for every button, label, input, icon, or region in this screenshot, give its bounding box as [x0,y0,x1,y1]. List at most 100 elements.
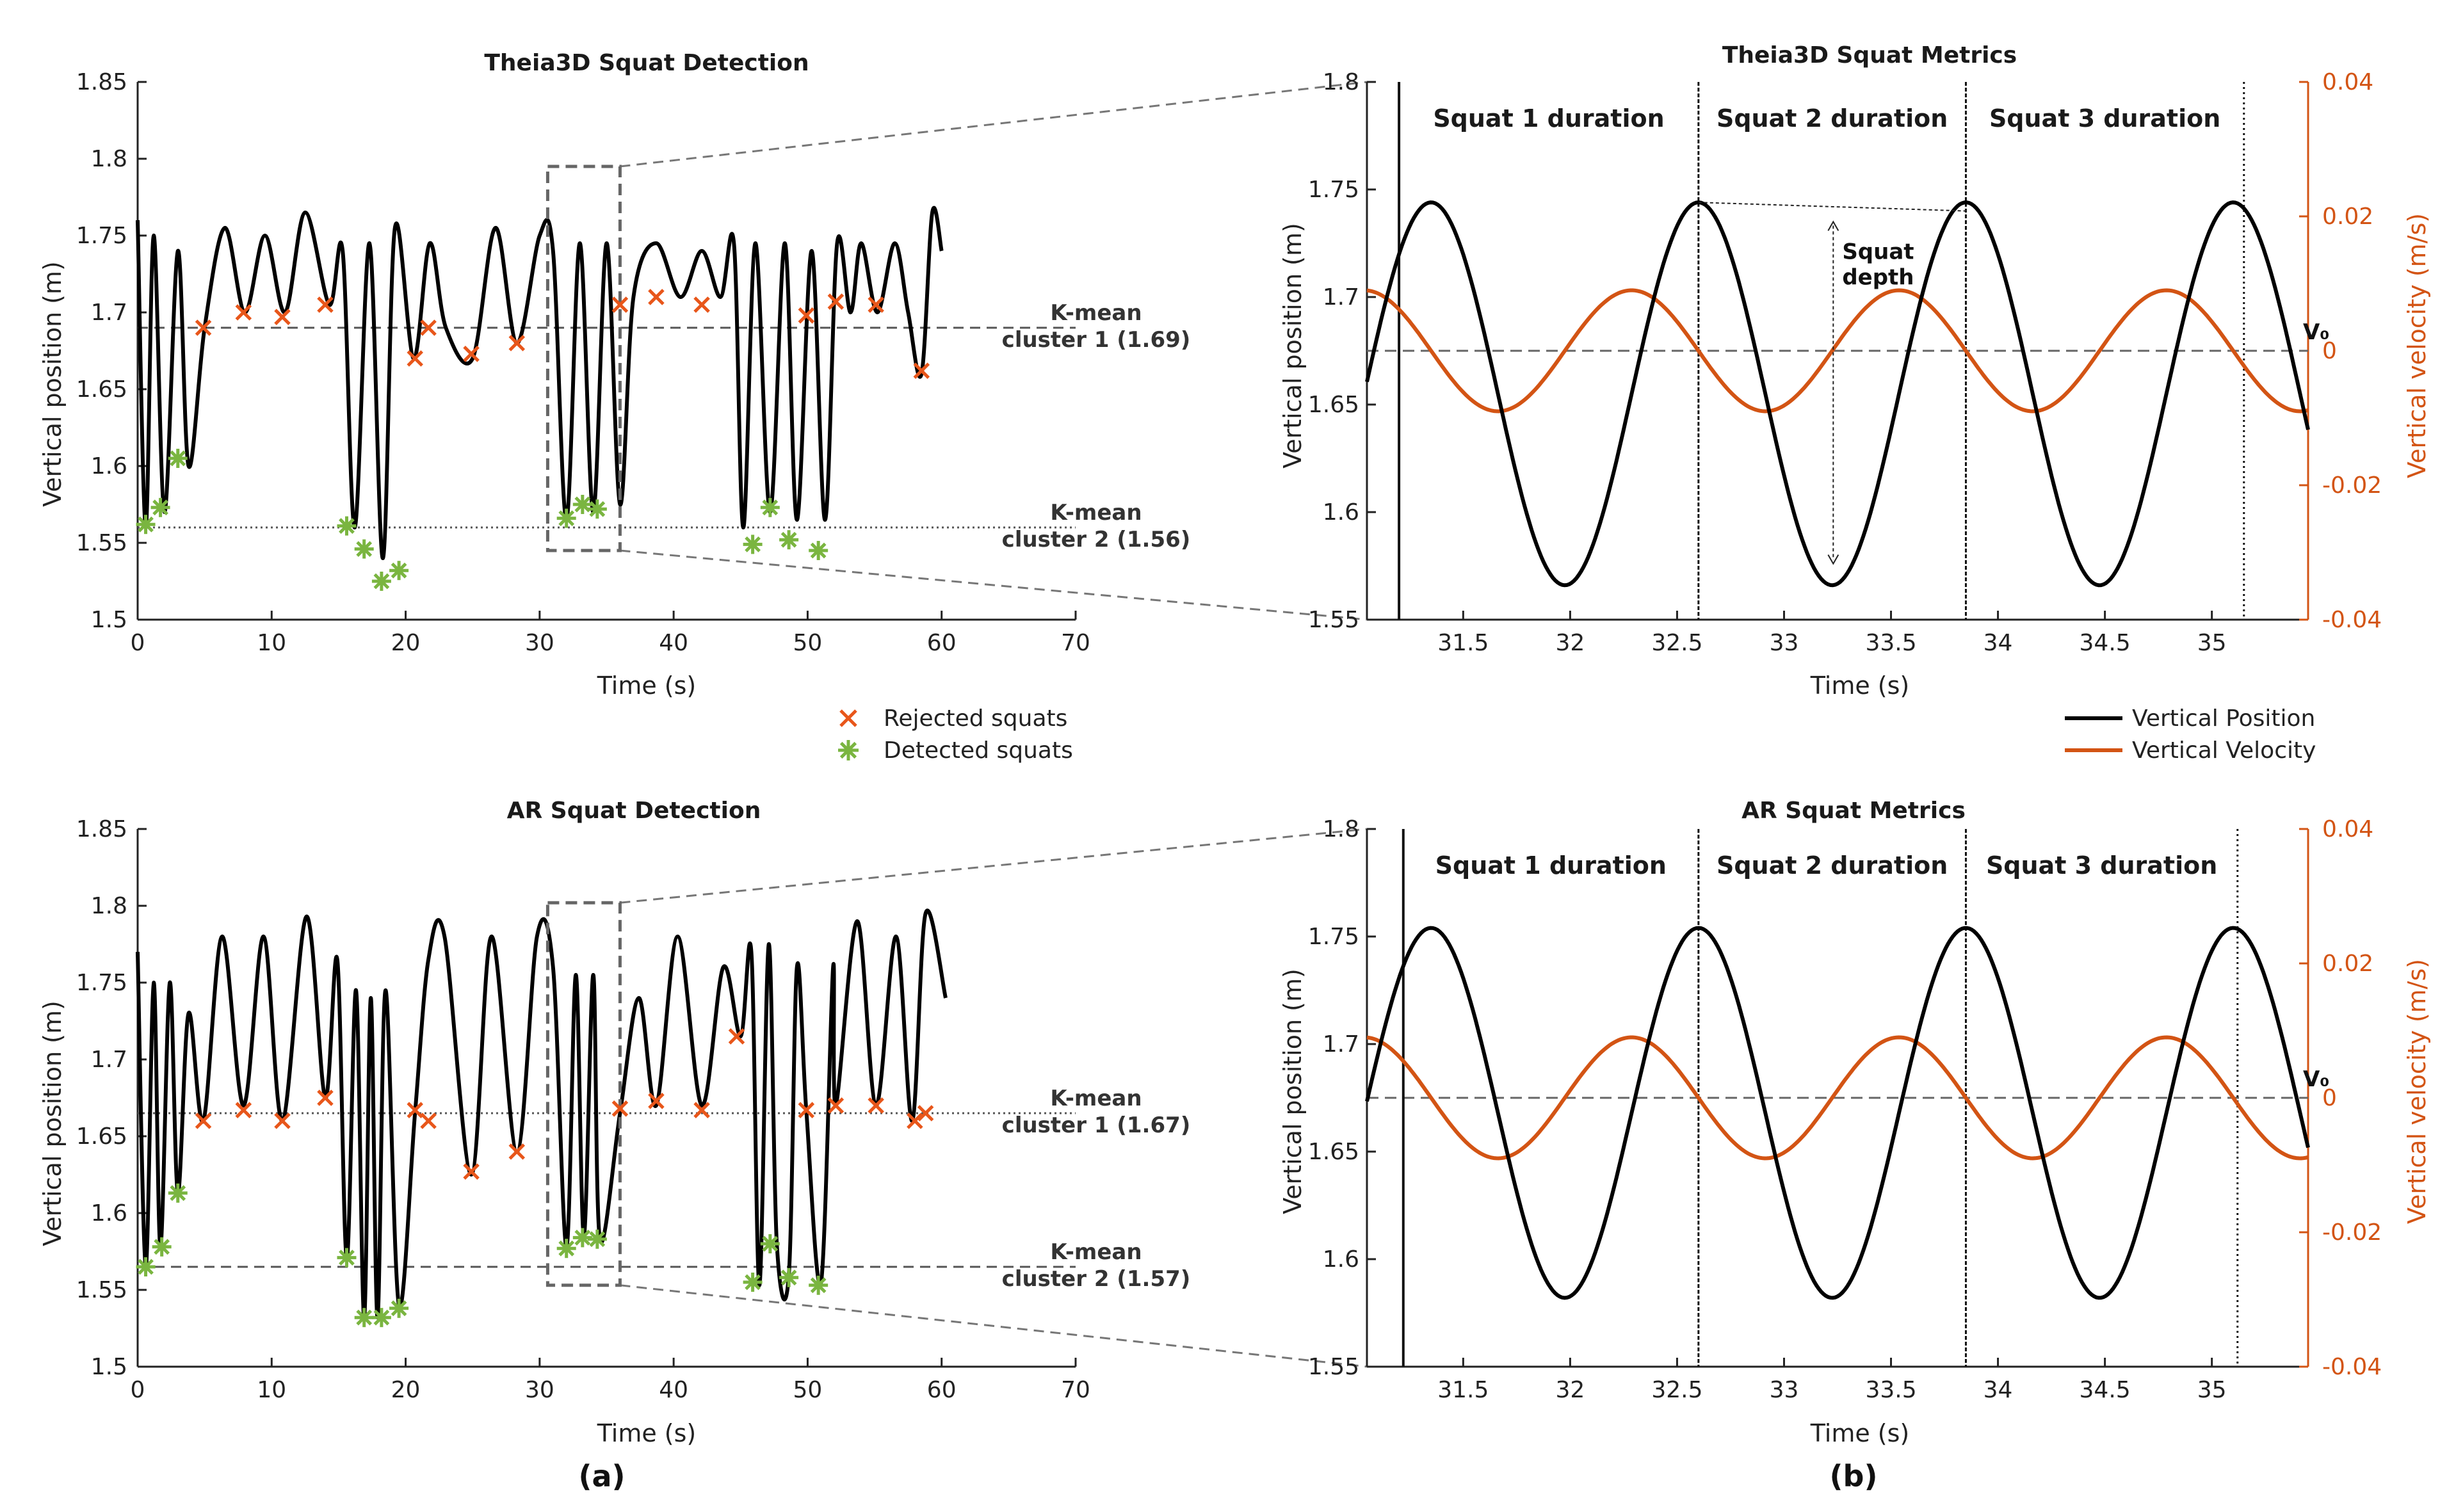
y2-tick-label: 0.04 [2322,816,2373,842]
detected-marker [779,530,799,550]
rejected-marker [235,304,252,321]
rejected-marker [235,1102,252,1118]
y-tick-label: 1.8 [91,893,127,919]
x-tick-label: 31.5 [1437,1377,1489,1403]
detected-marker [168,1183,188,1203]
rejected-marker [693,1102,710,1118]
duration-label: Squat 1 duration [1433,104,1664,133]
rejected-marker [827,293,844,310]
detected-marker [168,449,188,468]
y-tick-label: 1.75 [1308,924,1359,950]
y-tick-label: 1.6 [1323,499,1359,526]
rejected-marker-icon [839,709,857,727]
x-tick-label: 20 [391,630,421,656]
detected-marker [572,1228,592,1248]
y2-tick-label: -0.02 [2322,1219,2382,1246]
y2-tick-label: 0 [2322,1085,2337,1111]
detected-marker [779,1267,799,1287]
y-tick-label: 1.6 [91,453,127,479]
cluster-label: cluster 2 (1.56) [1002,527,1191,552]
y-tick-label: 1.7 [91,1047,127,1073]
detected-marker [572,495,592,514]
rejected-marker [611,296,629,313]
detected-marker [354,1308,374,1328]
y-tick-label: 1.75 [76,223,127,249]
plot-area: 0 10 20 30 40 50 60 70 1.5 1.55 1.6 1.65 1.7 1.75 1.8 1… [76,69,1190,656]
detected-marker-icon [838,740,859,760]
y2-tick-label: 0.04 [2322,69,2373,95]
x-tick-label: 33.5 [1865,630,1916,656]
cluster-label: cluster 2 (1.57) [1002,1266,1191,1292]
position-line [136,908,948,1320]
theia-metrics-chart: Theia3D Squat Metrics Time (s) Vertical … [1279,42,2431,700]
chart-title: AR Squat Metrics [1741,798,1966,824]
depth-arrowhead [1827,554,1839,565]
x-axis-label: Time (s) [1810,1419,1910,1447]
rejected-marker-icon [839,709,857,727]
zoom-box [545,901,622,1287]
y-tick-label: 1.85 [76,816,127,842]
y-tick-label: 1.55 [76,530,127,556]
x-axis-label: Time (s) [1810,672,1910,700]
zoom-connectors [620,81,1368,1368]
y-tick-label: 1.7 [91,300,127,326]
x-tick-label: 30 [525,630,554,656]
legend-detected-label: Detected squats [884,737,1073,764]
duration-label: Squat 2 duration [1717,851,1948,880]
y-axis-label: Vertical position (m) [1279,969,1307,1214]
x-tick-label: 34.5 [2080,630,2131,656]
x-tick-label: 60 [927,630,957,656]
zoom-connector-top [620,81,1368,168]
x-tick-label: 70 [1061,1377,1090,1403]
x-tick-label: 50 [793,630,823,656]
duration-label: Squat 3 duration [1986,851,2217,880]
x-tick-label: 50 [793,1377,823,1403]
y-tick-label: 1.75 [1308,177,1359,203]
cluster-label: K-mean [1050,500,1142,526]
legend-detection: Rejected squats Detected squats [838,705,1073,764]
x-axis-label: Time (s) [597,1419,697,1447]
ar-metrics-chart: AR Squat Metrics Time (s) Vertical posit… [1279,798,2431,1447]
y2-tick-label: -0.02 [2322,472,2382,499]
y-tick-label: 1.6 [91,1200,127,1226]
rejected-marker [274,309,291,325]
rejected-marker [508,335,526,351]
x-tick-label: 70 [1061,630,1090,656]
y-tick-label: 1.7 [1323,1031,1359,1058]
y-tick-label: 1.65 [1308,1139,1359,1165]
y2-axis-label: Vertical velocity (m/s) [2403,959,2431,1224]
x-tick-label: 10 [257,1377,286,1403]
depth-arrowhead [1827,220,1839,231]
duration-label: Squat 1 duration [1435,851,1667,880]
x-tick-label: 20 [391,1377,421,1403]
panel-b-label: (b) [1830,1459,1878,1493]
x-tick-label: 33.5 [1865,1377,1916,1403]
detected-marker [760,1234,780,1253]
y-tick-label: 1.6 [1323,1246,1359,1273]
y2-tick-label: -0.04 [2322,1354,2382,1380]
rejected-marker [195,319,212,336]
x-tick-label: 33 [1770,1377,1799,1403]
x-tick-label: 31.5 [1437,630,1489,656]
cluster-label: cluster 1 (1.67) [1002,1113,1191,1138]
y-tick-label: 1.8 [1323,69,1359,95]
detected-marker [152,1237,172,1257]
rejected-marker [611,1100,629,1117]
rejected-marker [693,296,710,313]
x-tick-label: 32.5 [1651,630,1702,656]
chart-title: AR Squat Detection [507,798,761,824]
zoom-box [545,165,622,552]
rejected-marker [274,1113,291,1129]
x-axis-label: Time (s) [597,672,697,700]
x-tick-label: 30 [525,1377,554,1403]
zoom-connector-bottom [620,549,1368,621]
y-tick-label: 1.75 [76,970,127,996]
detected-marker [371,1308,391,1328]
x-tick-label: 33 [1770,630,1799,656]
detected-marker [389,561,409,581]
rejected-marker [798,307,815,324]
zoom-connector-top [620,828,1368,904]
y-tick-label: 1.55 [76,1277,127,1303]
position-line [1365,200,2310,588]
